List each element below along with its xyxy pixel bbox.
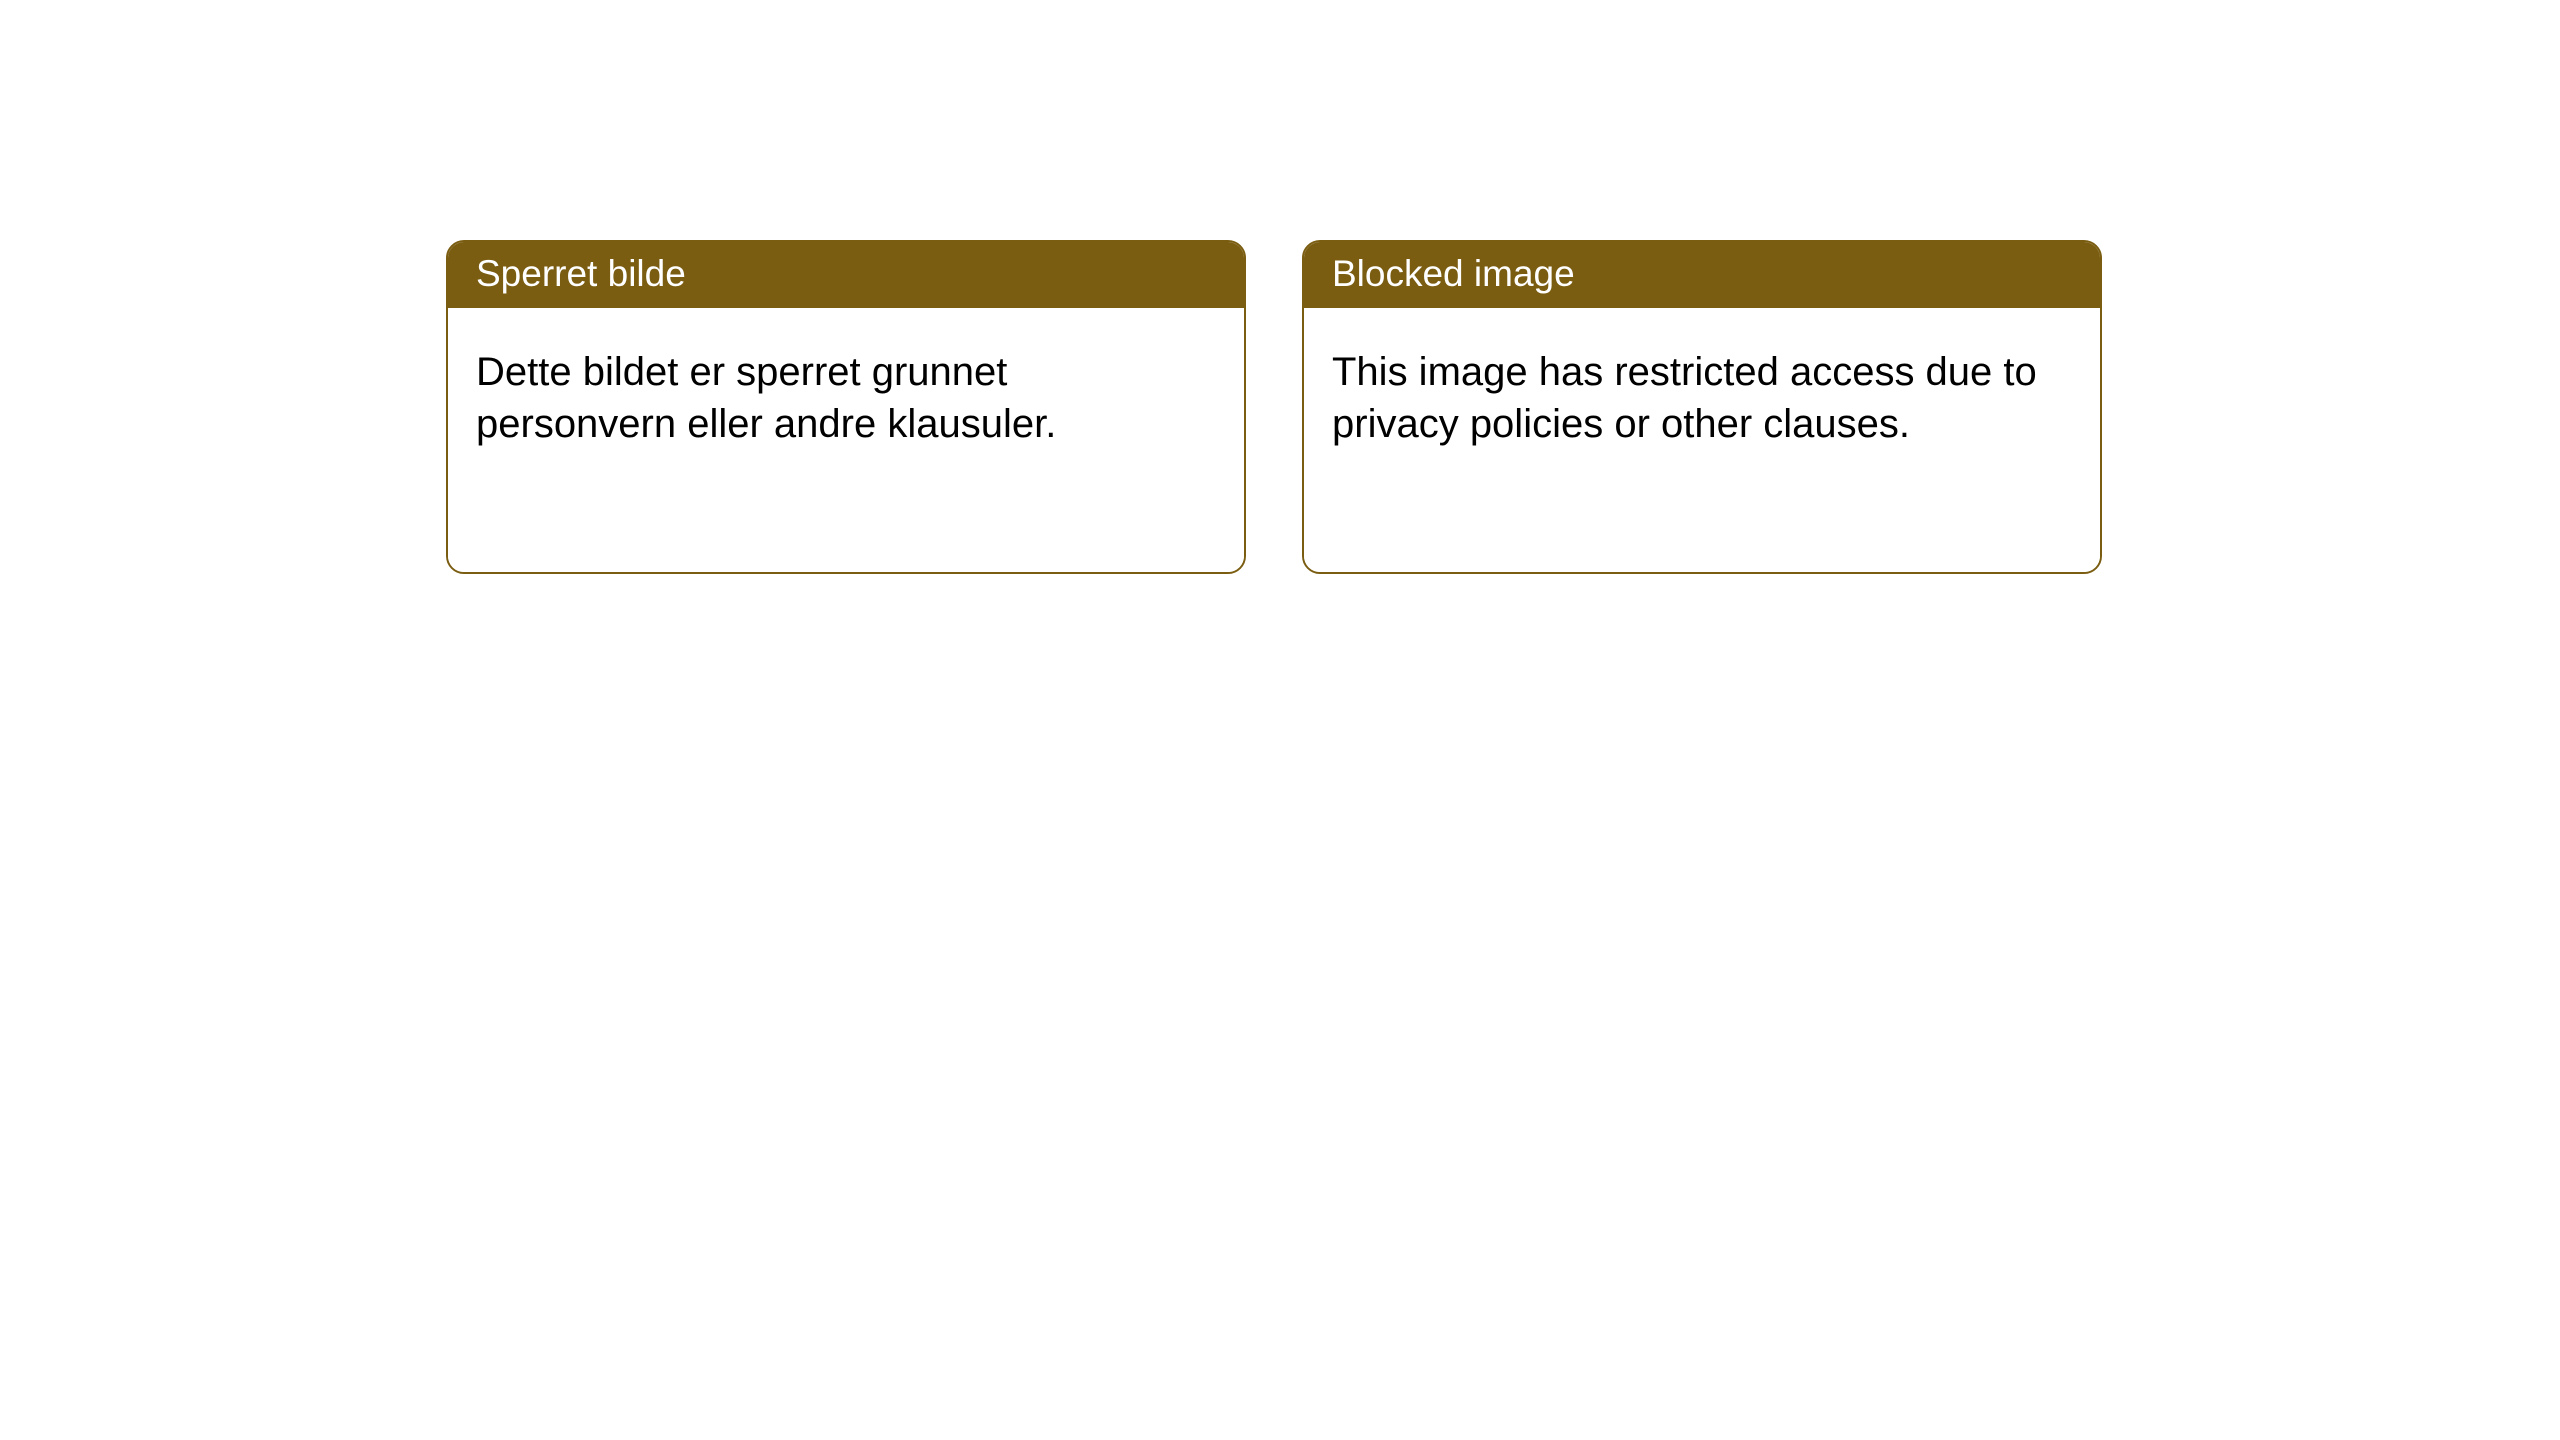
notice-card-english: Blocked image This image has restricted … [1302,240,2102,574]
notice-card-norwegian: Sperret bilde Dette bildet er sperret gr… [446,240,1246,574]
notice-body-norwegian: Dette bildet er sperret grunnet personve… [448,308,1244,572]
notice-cards-container: Sperret bilde Dette bildet er sperret gr… [446,240,2102,574]
notice-header-norwegian: Sperret bilde [448,242,1244,308]
notice-header-english: Blocked image [1304,242,2100,308]
notice-body-english: This image has restricted access due to … [1304,308,2100,572]
